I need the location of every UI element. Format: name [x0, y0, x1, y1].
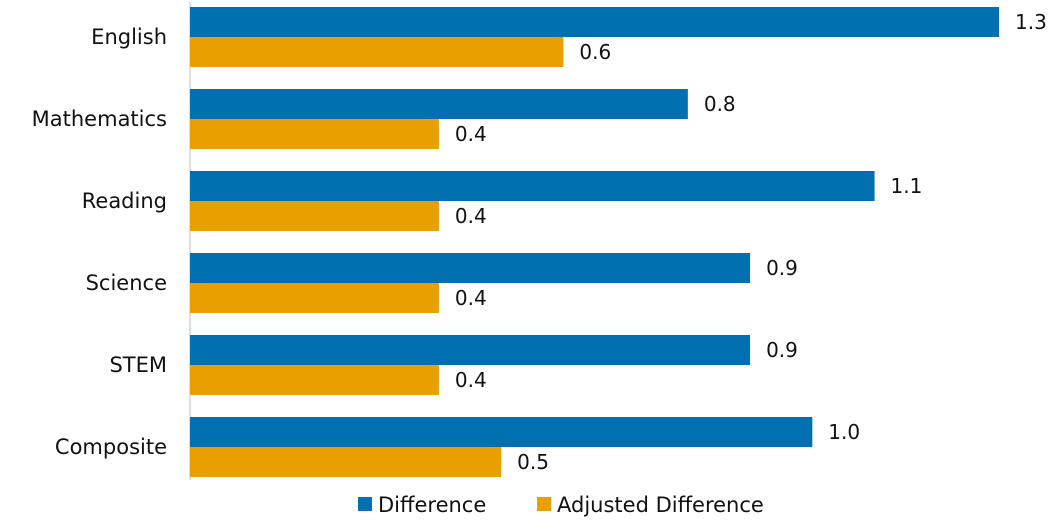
bar-adjusted-difference-reading [190, 201, 439, 231]
legend-swatch-difference [358, 497, 372, 511]
value-label-adjusted-difference-stem: 0.4 [455, 368, 487, 392]
value-labels: 1.3 0.6 0.8 0.4 1.1 0.4 0.9 0.4 0.9 0.4 1.0 0.5 [455, 10, 1047, 474]
bar-adjusted-difference-mathematics [190, 119, 439, 149]
bar-adjusted-difference-composite [190, 447, 502, 477]
legend-label-adjusted-difference: Adjusted Difference [557, 493, 764, 517]
legend-swatch-adjusted-difference [537, 497, 551, 511]
value-label-difference-stem: 0.9 [766, 338, 798, 362]
value-label-difference-reading: 1.1 [891, 174, 923, 198]
legend-label-difference: Difference [378, 493, 486, 517]
bar-adjusted-difference-english [190, 37, 564, 67]
value-label-difference-composite: 1.0 [828, 420, 860, 444]
value-label-adjusted-difference-english: 0.6 [579, 40, 611, 64]
value-label-difference-mathematics: 0.8 [704, 92, 736, 116]
category-labels: English Mathematics Reading Science STEM Comp… [32, 25, 167, 459]
category-label-mathematics: Mathematics [32, 107, 167, 131]
bar-difference-stem [190, 335, 751, 365]
bar-difference-composite [190, 417, 813, 447]
category-label-reading: Reading [82, 189, 167, 213]
category-label-english: English [91, 25, 167, 49]
value-label-adjusted-difference-mathematics: 0.4 [455, 122, 487, 146]
category-label-composite: Composite [55, 435, 167, 459]
value-label-adjusted-difference-reading: 0.4 [455, 204, 487, 228]
bar-difference-science [190, 253, 751, 283]
bar-adjusted-difference-stem [190, 365, 439, 395]
bar-difference-english [190, 7, 999, 37]
category-label-stem: STEM [109, 353, 167, 377]
value-label-difference-english: 1.3 [1015, 10, 1047, 34]
bar-difference-mathematics [190, 89, 688, 119]
legend: Difference Adjusted Difference [358, 493, 764, 517]
bar-adjusted-difference-science [190, 283, 439, 313]
value-label-adjusted-difference-composite: 0.5 [517, 450, 549, 474]
value-label-difference-science: 0.9 [766, 256, 798, 280]
value-label-adjusted-difference-science: 0.4 [455, 286, 487, 310]
bars [190, 7, 999, 477]
bar-difference-reading [190, 171, 875, 201]
category-label-science: Science [86, 271, 167, 295]
